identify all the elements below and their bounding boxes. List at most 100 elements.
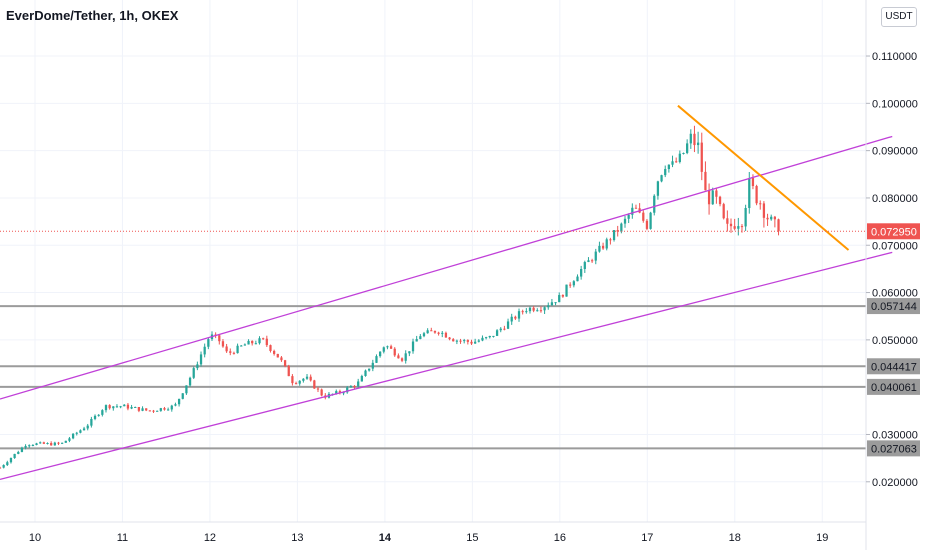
candle-body [79, 430, 82, 433]
candle-body [61, 442, 64, 444]
candle-body [762, 203, 766, 218]
candle-body [620, 223, 623, 232]
level-tag [867, 378, 920, 395]
candle-body [488, 335, 491, 338]
candle-body [258, 338, 261, 344]
candle-body [320, 389, 323, 396]
candle-body [93, 415, 97, 419]
candle-body [393, 348, 396, 356]
candle-body [737, 226, 740, 229]
candle-body [484, 337, 488, 339]
candle-body [188, 377, 192, 386]
candle-body [119, 406, 122, 408]
candle-body [371, 362, 374, 369]
currency-button[interactable]: USDT [881, 7, 917, 27]
candle-body [627, 214, 630, 219]
candle-body [243, 344, 247, 346]
candle-body [510, 316, 513, 322]
candle-body [269, 345, 272, 351]
y-tick-label: 0.110000 [872, 51, 917, 63]
candle-body [408, 351, 411, 354]
candle-body [185, 385, 188, 394]
candle-body [375, 356, 378, 363]
candle-body [667, 164, 671, 170]
candle-body [53, 442, 56, 446]
y-tick-label: 0.060000 [872, 288, 918, 300]
candle-body [558, 295, 561, 303]
candle-body [108, 405, 111, 409]
candle-body [463, 340, 466, 342]
candle-body [437, 332, 440, 334]
candle-body [766, 217, 769, 220]
candle-body [528, 307, 532, 312]
candle-body [378, 351, 382, 357]
level-tag-label: 0.040061 [871, 382, 917, 394]
candle-body [42, 442, 45, 444]
candle-body [225, 346, 228, 352]
candle-body [773, 216, 777, 220]
candle-body [594, 251, 597, 261]
candle-body [342, 392, 345, 394]
candle-body [696, 142, 700, 146]
candle-body [400, 358, 404, 361]
candle-body [346, 387, 349, 393]
level-tag-label: 0.044417 [871, 361, 917, 373]
candle-body [499, 328, 502, 331]
channel-line-lower [0, 251, 893, 481]
candle-body [514, 316, 517, 319]
candle-body [550, 302, 554, 306]
candle-body [97, 414, 100, 416]
candle-body [104, 405, 108, 411]
candle-body [729, 223, 733, 227]
candle-body [649, 212, 652, 229]
x-tick-label: 19 [816, 532, 828, 544]
candle-body [689, 133, 692, 144]
candle-body [368, 368, 371, 371]
candle-body [455, 340, 459, 342]
candle-body [492, 335, 495, 337]
candle-body [156, 410, 159, 412]
candle-body [740, 226, 744, 228]
candle-body [141, 408, 144, 411]
candle-body [276, 353, 279, 358]
candle-body [751, 178, 755, 187]
candle-body [0, 467, 2, 469]
candle-body [101, 410, 104, 415]
candle-body [426, 330, 429, 334]
candle-body [759, 203, 762, 205]
x-tick-label: 12 [204, 532, 216, 544]
candle-body [9, 457, 13, 463]
candle-body [20, 447, 24, 452]
candle-body [642, 212, 645, 221]
candle-body [415, 339, 418, 342]
candle-body [287, 366, 290, 377]
candle-body [75, 432, 78, 434]
candle-body [580, 269, 583, 277]
candle-body [265, 338, 268, 346]
candle-body [177, 398, 181, 405]
candle-body [777, 219, 780, 232]
candle-body [90, 418, 93, 426]
x-tick-label: 10 [29, 532, 41, 544]
y-tick-label: 0.090000 [872, 146, 918, 158]
candle-body [525, 311, 528, 313]
candle-body [305, 376, 309, 379]
candle-body [543, 307, 546, 311]
candle-body [207, 339, 210, 347]
candle-body [536, 310, 539, 312]
candle-body [199, 354, 203, 365]
candlesticks [0, 125, 780, 469]
candle-body [682, 152, 685, 154]
grid [0, 0, 866, 522]
last-price-label: 0.072950 [871, 226, 917, 238]
candle-body [126, 404, 130, 409]
candle-body [254, 343, 257, 345]
candle-body [711, 190, 714, 205]
candle-body [112, 406, 115, 409]
candle-body [389, 346, 393, 349]
candle-body [422, 333, 426, 337]
level-tag-label: 0.027063 [871, 443, 917, 455]
candle-body [466, 340, 469, 342]
candle-body [744, 207, 747, 227]
